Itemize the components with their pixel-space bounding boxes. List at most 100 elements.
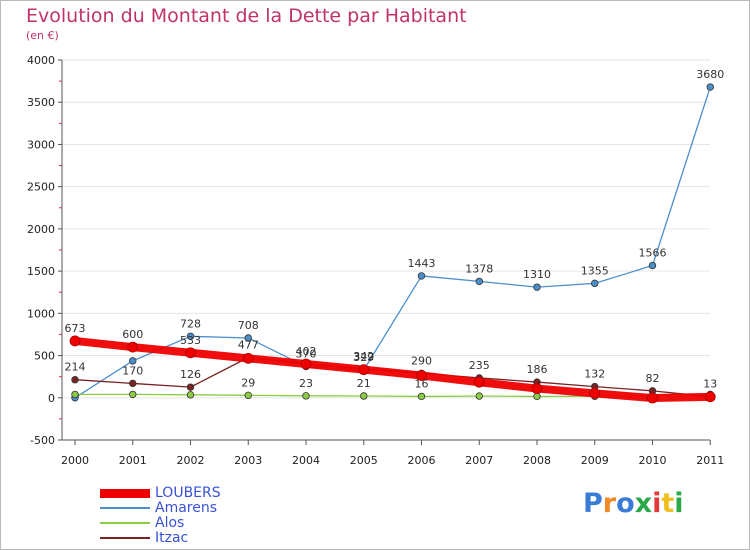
data-point [71, 376, 79, 384]
y-tick-label: 500 [34, 350, 55, 363]
data-label: 477 [238, 338, 259, 351]
legend-item-alos: Alos [100, 515, 300, 531]
proxiti-logo: Proxiti [583, 488, 684, 519]
data-point [473, 376, 485, 388]
data-label: 132 [584, 368, 605, 381]
data-point [358, 364, 370, 376]
chart-title: Evolution du Montant de la Dette par Hab… [26, 5, 467, 27]
data-point [242, 352, 254, 364]
logo-letter: x [634, 488, 653, 519]
x-tick-label: 2010 [639, 454, 667, 467]
x-tick-label: 2009 [581, 454, 609, 467]
y-tick-label: -500 [30, 434, 55, 447]
data-point [244, 334, 252, 342]
data-label: 1378 [465, 262, 493, 275]
data-point [71, 390, 79, 399]
data-label: 186 [527, 363, 548, 376]
data-point [533, 392, 541, 401]
data-label: 1355 [581, 264, 609, 277]
data-label: 708 [238, 319, 259, 332]
data-point [591, 279, 599, 288]
logo-letter: i [652, 488, 662, 519]
chart-subtitle: (en €) [26, 29, 59, 42]
data-label: 21 [357, 377, 371, 390]
x-tick-label: 2004 [292, 454, 320, 467]
x-tick-label: 2006 [408, 454, 436, 467]
data-point [704, 391, 716, 403]
data-label: 1310 [523, 268, 551, 281]
series-line-amarens [74, 86, 711, 399]
data-point [186, 332, 195, 341]
legend-label: Amarens [155, 500, 218, 516]
logo-letter: i [674, 488, 684, 519]
data-label: 235 [469, 359, 490, 372]
data-label: 728 [180, 317, 201, 330]
data-point [475, 392, 483, 400]
legend-item-loubers: LOUBERS [100, 485, 300, 501]
chart-axes: -500 0 500 1000 1500 2000 2500 3000 3500 4000 2000… [27, 54, 724, 467]
data-point [647, 392, 658, 404]
logo-letter: o [616, 488, 635, 519]
x-tick-label: 2001 [119, 454, 147, 467]
legend-swatch [100, 486, 150, 501]
data-point [360, 392, 368, 400]
legend-label: Alos [155, 515, 185, 531]
data-label: 402 [296, 345, 317, 358]
legend-label: LOUBERS [155, 485, 221, 501]
chart-series [69, 83, 716, 404]
legend-swatch [100, 516, 150, 531]
data-point [648, 261, 657, 270]
logo-letter: r [602, 488, 617, 519]
data-point [531, 383, 543, 394]
x-tick-label: 2008 [523, 454, 551, 467]
legend-item-itzac: Itzac [100, 530, 300, 546]
x-tick-label: 2000 [61, 454, 89, 467]
x-tick-label: 2005 [350, 454, 378, 467]
data-label: 170 [122, 364, 143, 377]
data-point [417, 272, 426, 280]
data-point [302, 392, 310, 400]
data-point [416, 370, 427, 381]
data-point [417, 392, 426, 401]
y-tick-label: 0 [48, 392, 55, 405]
data-point [300, 358, 312, 370]
data-point [127, 341, 139, 353]
y-tick-label: 1000 [27, 307, 55, 320]
data-label: 214 [65, 361, 86, 374]
logo-letter: P [583, 488, 603, 519]
data-point [533, 283, 541, 291]
x-tick-label: 2003 [234, 454, 262, 467]
legend-swatch [100, 531, 150, 546]
data-label: 329 [353, 351, 374, 364]
y-tick-label: 4000 [27, 54, 55, 67]
data-point [475, 277, 483, 286]
legend-item-amarens: Amarens [100, 500, 300, 516]
data-label: 13 [703, 378, 717, 391]
data-label: 600 [122, 328, 143, 341]
data-label: 16 [415, 377, 429, 390]
data-label: 290 [411, 354, 432, 367]
logo-letter: t [661, 488, 675, 519]
x-tick-label: 2002 [177, 454, 205, 467]
x-tick-label: 2007 [465, 454, 493, 467]
data-point [186, 391, 195, 399]
data-label: 126 [180, 368, 201, 381]
data-point [129, 390, 137, 399]
data-point [244, 391, 252, 400]
data-label: 342 [353, 350, 374, 363]
series-line-itzac [74, 356, 711, 398]
y-tick-label: 2000 [27, 223, 55, 236]
data-point [589, 387, 601, 399]
data-point [69, 335, 81, 347]
data-point [129, 379, 137, 388]
legend-label: Itzac [155, 530, 189, 546]
data-label: 3680 [696, 68, 724, 81]
data-label: 370 [296, 348, 317, 361]
data-point [706, 83, 714, 91]
data-point [129, 357, 137, 365]
y-tick-label: 3500 [27, 96, 55, 109]
legend-swatch [100, 501, 150, 516]
y-tick-label: 2500 [27, 181, 55, 194]
